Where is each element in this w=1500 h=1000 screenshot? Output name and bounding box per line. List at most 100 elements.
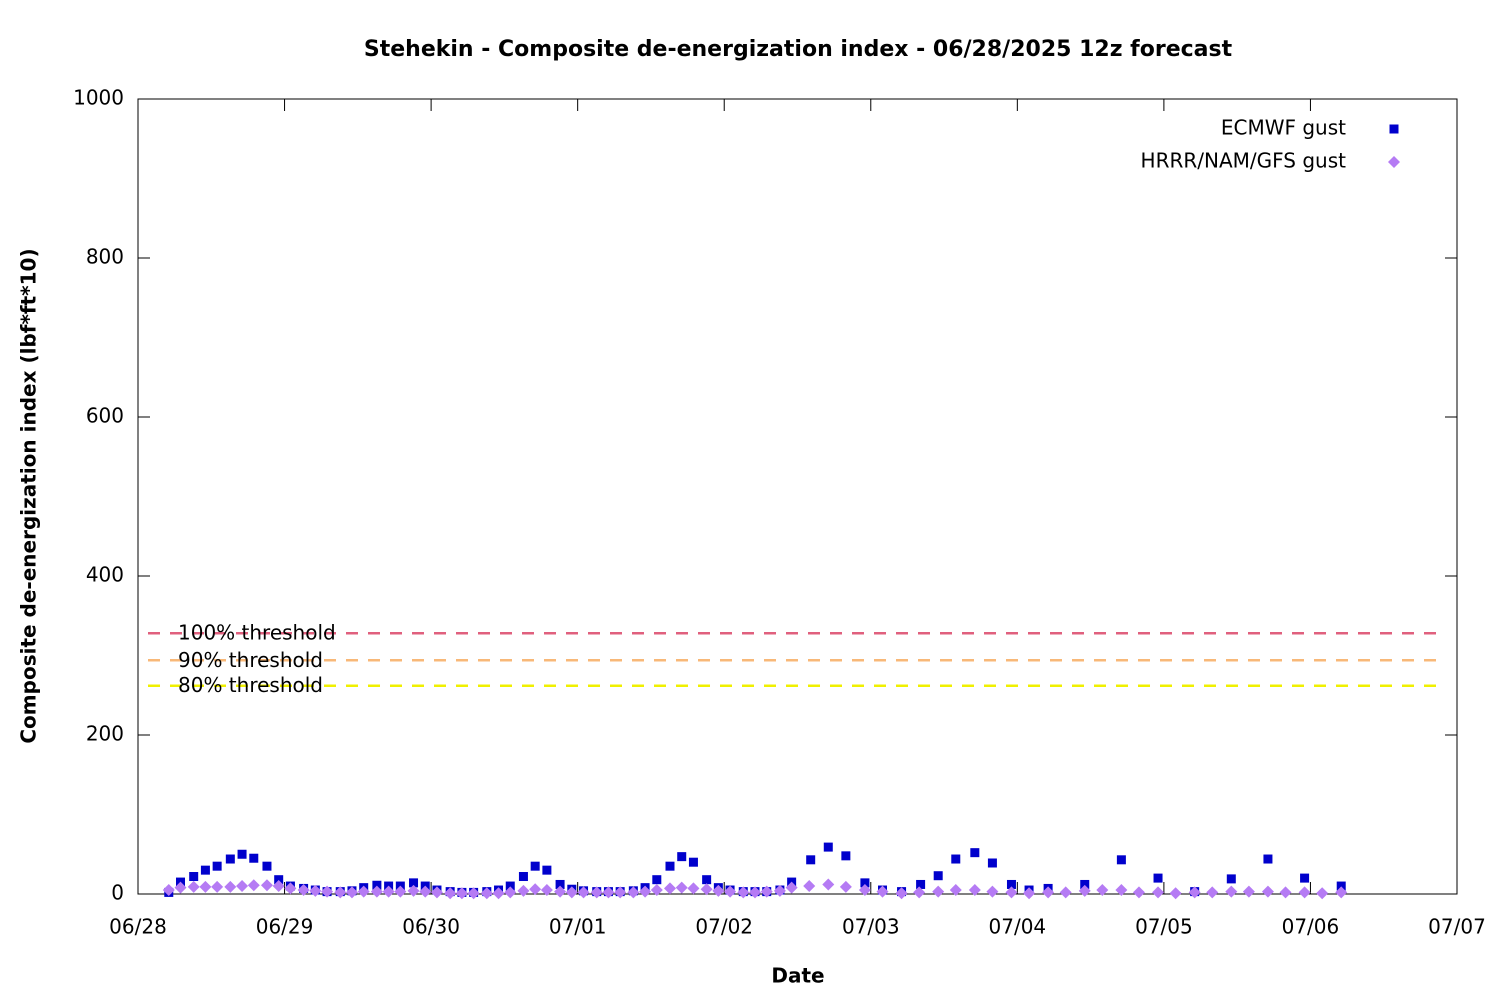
point	[803, 880, 816, 893]
point	[1115, 884, 1128, 897]
point	[876, 885, 889, 898]
point	[430, 886, 443, 899]
point	[1152, 886, 1165, 899]
point	[409, 878, 419, 888]
point	[986, 885, 999, 898]
point	[554, 885, 567, 898]
point	[247, 879, 260, 892]
threshold-label: 90% threshold	[178, 648, 323, 672]
y-tick-label: 0	[111, 881, 124, 905]
point	[860, 878, 870, 888]
point	[652, 875, 662, 885]
point	[968, 884, 981, 897]
point	[382, 885, 395, 898]
point	[839, 880, 852, 893]
y-tick-label: 200	[86, 722, 124, 746]
legend-label: HRRR/NAM/GFS gust	[1141, 149, 1347, 173]
point	[505, 881, 515, 891]
x-tick-label: 07/06	[1282, 915, 1340, 939]
point	[504, 886, 517, 899]
point	[517, 884, 530, 897]
point	[1335, 886, 1348, 899]
x-tick-label: 06/30	[402, 915, 460, 939]
point	[602, 886, 615, 899]
plot-frame	[137, 98, 1458, 895]
point	[933, 871, 943, 881]
x-tick-label: 07/03	[842, 915, 900, 939]
point	[688, 857, 698, 867]
x-axis-label: Date	[771, 964, 824, 988]
y-tick-label: 1000	[73, 86, 124, 110]
point	[345, 886, 358, 899]
point	[724, 885, 737, 898]
point	[272, 880, 285, 893]
point	[577, 886, 590, 899]
point	[677, 852, 687, 862]
point	[949, 884, 962, 897]
point	[590, 886, 603, 899]
point	[1336, 881, 1346, 891]
point	[529, 883, 542, 896]
point	[565, 886, 578, 899]
point	[841, 851, 851, 861]
point	[712, 884, 725, 897]
point	[773, 884, 786, 897]
x-tick-label: 07/07	[1428, 915, 1486, 939]
legend-marker	[1388, 156, 1400, 168]
point	[1263, 854, 1273, 864]
point	[639, 885, 652, 898]
point	[702, 875, 712, 885]
point	[518, 872, 528, 882]
point	[492, 887, 505, 900]
point	[370, 885, 383, 898]
point	[1116, 855, 1126, 865]
point	[858, 884, 871, 897]
point	[555, 879, 565, 889]
point	[1096, 884, 1109, 897]
point	[1188, 886, 1201, 899]
point	[249, 853, 259, 863]
point	[237, 849, 247, 859]
point	[297, 884, 310, 897]
point	[785, 881, 798, 894]
point	[823, 842, 833, 852]
point	[372, 880, 382, 890]
point	[1132, 886, 1145, 899]
point	[737, 886, 750, 899]
y-tick-label: 400	[86, 563, 124, 587]
x-tick-label: 07/04	[989, 915, 1047, 939]
point	[394, 885, 407, 898]
point	[665, 861, 675, 871]
point	[334, 886, 347, 899]
point	[987, 858, 997, 868]
point	[212, 861, 222, 871]
threshold-label: 80% threshold	[178, 673, 323, 697]
point	[650, 884, 663, 897]
point	[444, 887, 457, 900]
point	[1298, 886, 1311, 899]
point	[1042, 886, 1055, 899]
point	[455, 887, 468, 900]
point	[916, 879, 926, 889]
point	[189, 872, 199, 882]
point	[211, 880, 224, 893]
point	[1279, 886, 1292, 899]
point	[806, 855, 816, 865]
point	[357, 885, 370, 898]
point	[530, 861, 540, 871]
point	[822, 878, 835, 891]
point	[224, 880, 237, 893]
point	[1316, 887, 1329, 900]
x-tick-label: 06/29	[256, 915, 314, 939]
point	[1153, 873, 1163, 883]
legend-label: ECMWF gust	[1221, 116, 1346, 140]
point	[1006, 879, 1016, 889]
point	[274, 875, 284, 885]
point	[1261, 885, 1274, 898]
x-tick-label: 07/02	[695, 915, 753, 939]
point	[675, 881, 688, 894]
y-tick-label: 600	[86, 404, 124, 428]
point	[419, 885, 432, 898]
point	[162, 884, 175, 897]
